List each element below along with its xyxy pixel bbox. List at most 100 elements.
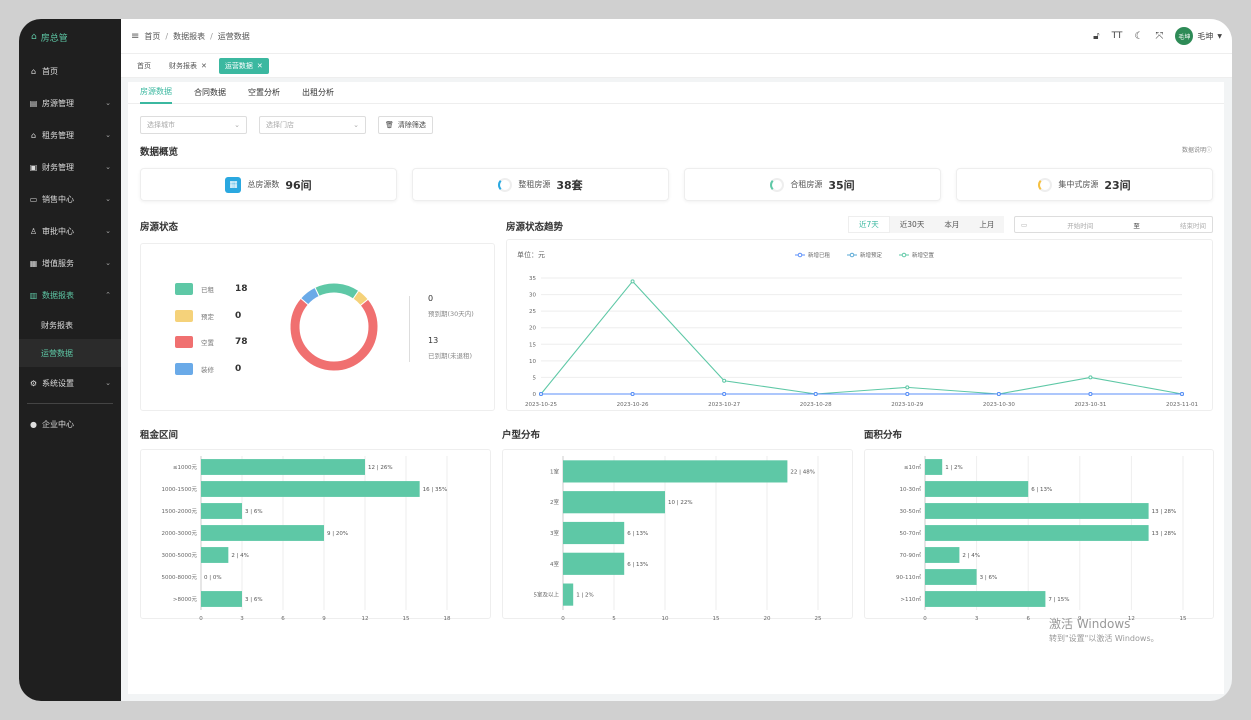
y-tick: 10 xyxy=(529,359,536,365)
sidebar-item-label: 财务管理 xyxy=(42,162,74,172)
series-point xyxy=(1088,392,1093,396)
tab-contract-data[interactable]: 合同数据 xyxy=(194,88,226,97)
data-help-link[interactable]: 数据说明ⓘ xyxy=(1181,147,1212,154)
bar xyxy=(201,503,242,519)
tag-operation-data[interactable]: 运营数据 ✕ xyxy=(218,57,269,74)
range-7d[interactable]: 近7天 xyxy=(848,216,890,233)
x-tick: 2023-10-31 xyxy=(1074,402,1106,408)
y-tick: 25 xyxy=(529,309,536,315)
breadcrumb-item[interactable]: 数据报表 xyxy=(173,31,206,41)
tag-home[interactable]: 首页 xyxy=(137,61,151,70)
logo[interactable]: ⌂ 房总管 xyxy=(19,19,121,55)
tab-house-data[interactable]: 房源数据 xyxy=(140,82,172,104)
x-tick: 2023-11-01 xyxy=(1166,402,1198,408)
date-range-picker[interactable]: ▭ 开始时间 至 结束时间 xyxy=(1014,216,1213,233)
series-point xyxy=(722,378,727,383)
breadcrumb: ≡ 首页 / 数据报表 / 运营数据 xyxy=(131,30,250,42)
x-tick: 25 xyxy=(815,616,822,620)
range-month[interactable]: 本月 xyxy=(944,220,960,229)
sidebar-enterprise[interactable]: ● 企业中心 xyxy=(19,408,121,440)
sidebar-item-1[interactable]: ▤ 房源管理 ⌄ xyxy=(19,87,121,119)
sidebar-item-7[interactable]: ▥ 数据报表 ⌃ xyxy=(19,279,121,311)
x-tick: 2023-10-28 xyxy=(800,402,832,408)
chevron-down-icon: ⌄ xyxy=(353,121,359,129)
breadcrumb-item[interactable]: 首页 xyxy=(144,31,161,41)
chevron-icon: ⌄ xyxy=(105,227,111,235)
x-tick: 5 xyxy=(612,616,616,620)
data-label: 6 | 13% xyxy=(627,531,648,537)
store-select[interactable]: 选择门店 ⌄ xyxy=(259,116,366,134)
sidebar-item-label: 房源管理 xyxy=(42,98,74,108)
lock-icon[interactable]: 🔓︎ xyxy=(1093,30,1100,42)
x-tick: 15 xyxy=(1180,616,1187,620)
gear-icon: ⚙ xyxy=(29,378,38,388)
sidebar-item-6[interactable]: ▦ 增值服务 ⌄ xyxy=(19,247,121,279)
trend-title: 房源状态趋势 xyxy=(506,222,564,233)
trend-line-chart: 单位：元 新增已租 新增预定 新增空置 0 5 10 15 20 25 30 35 2023-10-25… xyxy=(517,250,1198,408)
x-tick: 3 xyxy=(975,616,979,620)
series-point xyxy=(905,385,910,390)
sidebar-sub-operation[interactable]: 运营数据 xyxy=(19,339,121,367)
close-icon[interactable]: ✕ xyxy=(201,61,207,70)
x-tick: 20 xyxy=(764,616,771,620)
chevron-down-icon: ⌄ xyxy=(234,121,240,129)
tab-vacancy-analysis[interactable]: 空置分析 xyxy=(248,88,280,97)
tag-finance-report[interactable]: 财务报表 ✕ xyxy=(169,61,207,70)
person-icon: ♙ xyxy=(29,226,38,236)
status-card: 已租 18 预定 0 空置 78 装修 0 0 预到期(30天内) 13 已到期(未退租) xyxy=(140,243,495,411)
sidebar-item-5[interactable]: ♙ 审批中心 ⌄ xyxy=(19,215,121,247)
topbar: ≡ 首页 / 数据报表 / 运营数据 🔓︎ TT ☾ ⤧ 毛坤 毛坤 ▼ xyxy=(121,19,1232,54)
sidebar-item-label: 销售中心 xyxy=(42,194,74,204)
data-label: 2 | 4% xyxy=(231,553,249,559)
category-label: 2000-3000元 xyxy=(162,530,198,537)
x-tick: 12 xyxy=(362,616,369,620)
legend-2: 空置 78 xyxy=(175,335,275,349)
start-date[interactable]: 开始时间 xyxy=(1067,221,1094,230)
data-label: 3 | 6% xyxy=(245,509,263,515)
range-last-month[interactable]: 上月 xyxy=(979,220,995,229)
data-label: 10 | 22% xyxy=(668,500,693,506)
clear-filter-button[interactable]: 🗑︎ 清除筛选 xyxy=(378,116,433,134)
category-label: 10-30㎡ xyxy=(900,485,922,493)
legend-swatch xyxy=(175,283,193,295)
close-icon[interactable]: ✕ xyxy=(256,61,263,70)
building-icon: ▦ xyxy=(225,176,242,193)
expired-value: 13 xyxy=(428,336,439,345)
sidebar-item-4[interactable]: ▭ 销售中心 ⌄ xyxy=(19,183,121,215)
progress-ring-icon xyxy=(498,177,513,192)
menu-toggle-icon[interactable]: ≡ xyxy=(131,30,140,42)
range-30d[interactable]: 近30天 xyxy=(899,220,925,229)
font-size-icon[interactable]: TT xyxy=(1111,31,1123,41)
user-menu[interactable]: 毛坤 毛坤 ▼ xyxy=(1175,27,1222,45)
legend-1: 预定 0 xyxy=(175,309,275,323)
ledger-icon: ▣ xyxy=(29,162,38,172)
tab-rental-analysis[interactable]: 出租分析 xyxy=(302,88,334,97)
avatar: 毛坤 xyxy=(1175,27,1194,45)
bar xyxy=(925,569,977,585)
rent-title: 租金区间 xyxy=(140,430,179,441)
series-line xyxy=(540,280,1183,395)
sidebar-item-2[interactable]: ⌂ 租务管理 ⌄ xyxy=(19,119,121,151)
category-label: 50-70㎡ xyxy=(900,529,922,537)
caret-down-icon: ▼ xyxy=(1217,32,1222,40)
sidebar-item-label: 系统设置 xyxy=(42,378,74,388)
rent-card: 0 3 6 9 12 15 18 ≤1000元 12 | 26% 1000-1500元 16 | 3… xyxy=(140,449,491,620)
data-label: 13 | 28% xyxy=(1152,531,1177,537)
bar xyxy=(201,547,229,563)
legend-label: 装修 xyxy=(201,365,214,374)
fullscreen-icon[interactable]: ⤧ xyxy=(1155,30,1164,42)
data-label: 1 | 2% xyxy=(576,593,594,599)
donut-slice-2 xyxy=(289,297,379,372)
theme-moon-icon[interactable]: ☾ xyxy=(1134,30,1144,42)
sidebar-sub-finance[interactable]: 财务报表 xyxy=(41,320,73,330)
end-date[interactable]: 结束时间 xyxy=(1179,221,1206,230)
sidebar-item-0[interactable]: ⌂ 首页 xyxy=(19,55,121,87)
legend-3: 装修 0 xyxy=(175,362,275,376)
sidebar-item-8[interactable]: ⚙ 系统设置 ⌄ xyxy=(19,367,121,399)
unit-label: 单位：元 xyxy=(517,250,545,259)
legend-label: 新增空置 xyxy=(912,251,935,259)
chevron-icon: ⌄ xyxy=(105,131,111,139)
data-label: 13 | 28% xyxy=(1152,509,1177,515)
city-select[interactable]: 选择城市 ⌄ xyxy=(140,116,247,134)
sidebar-item-3[interactable]: ▣ 财务管理 ⌄ xyxy=(19,151,121,183)
